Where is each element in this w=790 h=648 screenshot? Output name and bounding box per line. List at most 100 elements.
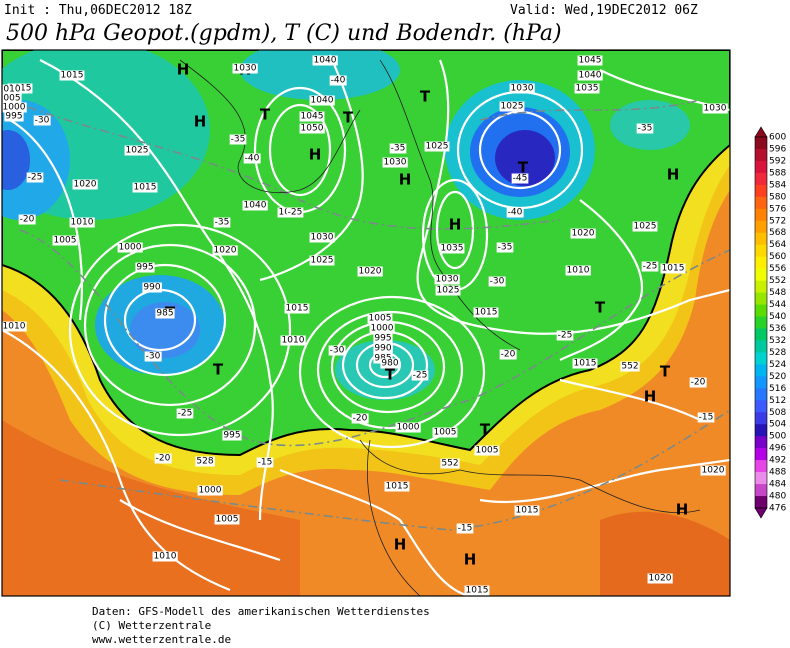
isotherm-label-box: [697, 412, 715, 423]
isobar-label: 010: [3, 85, 20, 95]
isotherm-label-box: [456, 523, 474, 534]
isotherm-label: -20: [353, 414, 368, 424]
isobar-label: 990: [143, 283, 160, 293]
isotherm-label-box: [176, 408, 194, 419]
isobar-label-box: [382, 157, 408, 168]
isobar-label: 1015: [662, 264, 685, 274]
isobar-label: 1010: [71, 218, 94, 228]
isotherm-label: -20: [501, 350, 516, 360]
isobar-label-box: [232, 63, 258, 74]
pressure-center: T: [480, 421, 491, 439]
scale-swatch: [755, 148, 767, 162]
isotherm-label: 552: [441, 459, 458, 469]
scale-label: 500: [769, 432, 786, 442]
scale-label: 576: [769, 204, 786, 214]
isotherm-label-box: [506, 207, 524, 218]
isobar-label: 1000: [397, 423, 420, 433]
isobar-label: 1020: [359, 267, 382, 277]
isobar-label: 1025: [437, 286, 460, 296]
isobar-label-box: [700, 465, 726, 476]
isobar-label-box: [424, 141, 450, 152]
isotherm-label-box: [389, 143, 407, 154]
scale-swatch: [755, 484, 767, 497]
scale-label: 548: [769, 288, 786, 298]
isobar-label-box: [242, 200, 268, 211]
isobar-label: 995: [136, 263, 153, 273]
isobar-label: 1005: [434, 428, 457, 438]
scale-label: 580: [769, 192, 786, 202]
isobar-label: 1020: [572, 229, 595, 239]
isotherm-label: 528: [196, 457, 213, 467]
isobar-label: 1050: [301, 124, 324, 134]
isobar-label-box: [357, 266, 383, 277]
isobar-label-box: [380, 358, 400, 369]
scale-label: 544: [769, 300, 786, 310]
isobar-label-box: [69, 217, 95, 228]
isotherm-label: -25: [288, 208, 303, 218]
pressure-center: T: [660, 363, 671, 381]
isobar-label-box: [574, 83, 600, 94]
isobar-label-box: [4, 111, 24, 122]
isobar-label-box: [52, 235, 78, 246]
scale-swatch: [755, 412, 767, 425]
isobar-label-box: [2, 84, 22, 95]
scale-swatch: [755, 388, 767, 401]
isotherm-label: -15: [458, 524, 473, 534]
isobar-label-box: [132, 182, 158, 193]
isobar-label: 1015: [61, 71, 84, 81]
isobar-label: 1010: [282, 336, 305, 346]
map-area: HHTHHTTHHTHTTTTTHHHHT1015103010401045104…: [2, 50, 730, 596]
scale-label: 484: [769, 480, 786, 490]
isotherm-label-box: [620, 361, 640, 372]
isotherm-label: -25: [178, 409, 193, 419]
isobar-label: 980: [381, 359, 398, 369]
isobar-label-box: [212, 245, 238, 256]
isobar-label-box: [284, 303, 310, 314]
isobar-label-box: [124, 145, 150, 156]
isobar-label-box: [59, 70, 85, 81]
isotherm-label: -30: [35, 116, 50, 126]
isobar-label: 1025: [311, 256, 334, 266]
pressure-center: H: [449, 216, 462, 234]
scale-swatch: [755, 184, 767, 198]
scale-swatch: [755, 292, 767, 305]
isobar-label-box: [2, 321, 27, 332]
isobar-label: 1005: [369, 314, 392, 324]
isobar-label: 1030: [311, 233, 334, 243]
isobar-label-box: [142, 282, 162, 293]
isobar-label: 1005: [54, 236, 77, 246]
scale-label: 600: [769, 133, 786, 143]
scale-label: 568: [769, 228, 786, 238]
isotherm-label: -25: [643, 262, 658, 272]
isotherm-label: -25: [28, 173, 43, 183]
isobar-label: 1030: [436, 275, 459, 285]
scale-swatch: [755, 424, 767, 437]
isotherm-label-box: [351, 413, 369, 424]
scale-swatch: [755, 328, 767, 341]
isobar-label: 1025: [426, 142, 449, 152]
isobar-label-box: [373, 333, 393, 344]
isobar-label: 1040: [244, 201, 267, 211]
isobar-label-box: [570, 228, 596, 239]
isobar-label-box: [514, 505, 540, 516]
isobar-label-box: [369, 323, 395, 334]
isotherm-label-box: [213, 217, 231, 228]
scale-label: 556: [769, 264, 786, 274]
scale-swatch: [755, 137, 767, 150]
isobar-label-box: [373, 343, 393, 354]
isobar-label: 005: [3, 94, 20, 104]
scale-label: 552: [769, 276, 786, 286]
warm-fill-dark: [600, 511, 730, 596]
isobar-label-box: [367, 313, 393, 324]
isobar-label-box: [309, 95, 335, 106]
isobar-label: 990: [374, 344, 391, 354]
scale-label: 592: [769, 156, 786, 166]
pressure-center: T: [213, 361, 224, 379]
pressure-center: T: [343, 109, 354, 127]
isobar-label-box: [72, 179, 98, 190]
isotherm-label-box: [641, 261, 659, 272]
pressure-center: H: [667, 166, 680, 184]
isobar-label: 1000: [371, 324, 394, 334]
scale-swatch: [755, 280, 767, 293]
